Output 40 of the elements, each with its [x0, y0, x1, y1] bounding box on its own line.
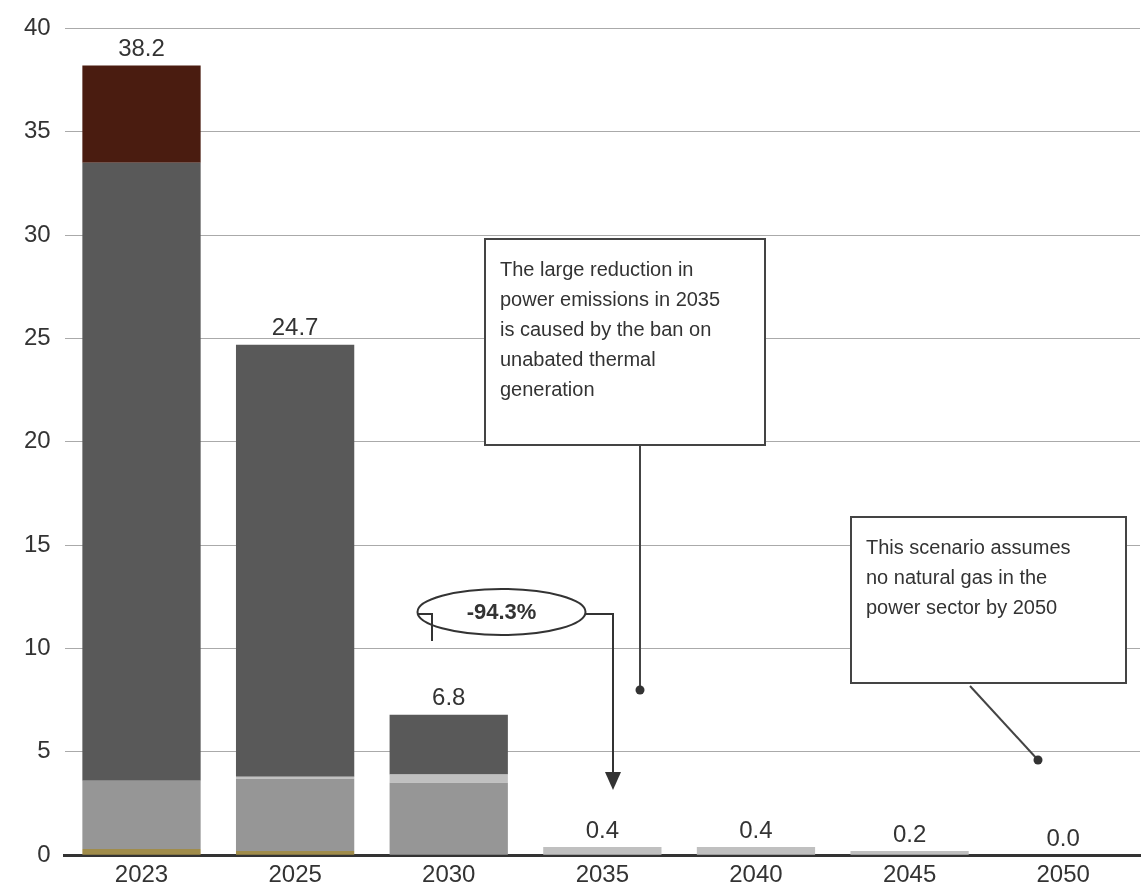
total-label: 0.4 [585, 815, 620, 843]
note-box: The large reduction in power emissions in 2035 is caused by the ban on unabated thermal generation [484, 238, 766, 446]
total-label: 0.2 [892, 819, 927, 847]
y-tick-label: 30 [23, 219, 51, 247]
bar [235, 344, 355, 777]
y-tick-label: 5 [37, 736, 51, 764]
x-tick-label: 2035 [575, 860, 630, 888]
x-tick-label: 2040 [729, 860, 783, 888]
note-box: This scenario assumes no natural gas in the power sector by 2050 [850, 516, 1127, 684]
bar [82, 65, 201, 163]
y-tick-label: 15 [23, 529, 51, 557]
bar [235, 776, 355, 779]
y-tick-label: 10 [23, 633, 51, 661]
bar [235, 851, 355, 855]
total-label: 0.4 [739, 815, 773, 843]
x-tick-label: 2023 [114, 860, 169, 888]
bar [82, 849, 201, 855]
total-label: 24.7 [271, 313, 319, 341]
bar [389, 714, 508, 775]
bar [543, 846, 662, 855]
x-tick-label: 2025 [268, 860, 322, 888]
bar [850, 851, 969, 855]
bar [389, 774, 508, 783]
annotation: -94.3% [465, 598, 538, 626]
y-tick-label: 0 [37, 839, 51, 867]
x-tick-label: 2045 [882, 860, 937, 888]
total-label: 6.8 [432, 683, 466, 711]
y-tick-label: 20 [23, 426, 51, 454]
bar [235, 778, 355, 852]
bar [82, 780, 201, 849]
y-tick-label: 25 [23, 323, 51, 351]
y-tick-label: 40 [23, 13, 51, 41]
total-label: 0.0 [1046, 823, 1080, 851]
x-tick-label: 2050 [1036, 860, 1090, 888]
bar [696, 846, 816, 855]
bar [389, 782, 508, 855]
y-tick-label: 35 [23, 116, 51, 144]
bar [82, 162, 201, 781]
total-label: 38.2 [118, 34, 165, 62]
x-tick-label: 2030 [422, 860, 476, 888]
